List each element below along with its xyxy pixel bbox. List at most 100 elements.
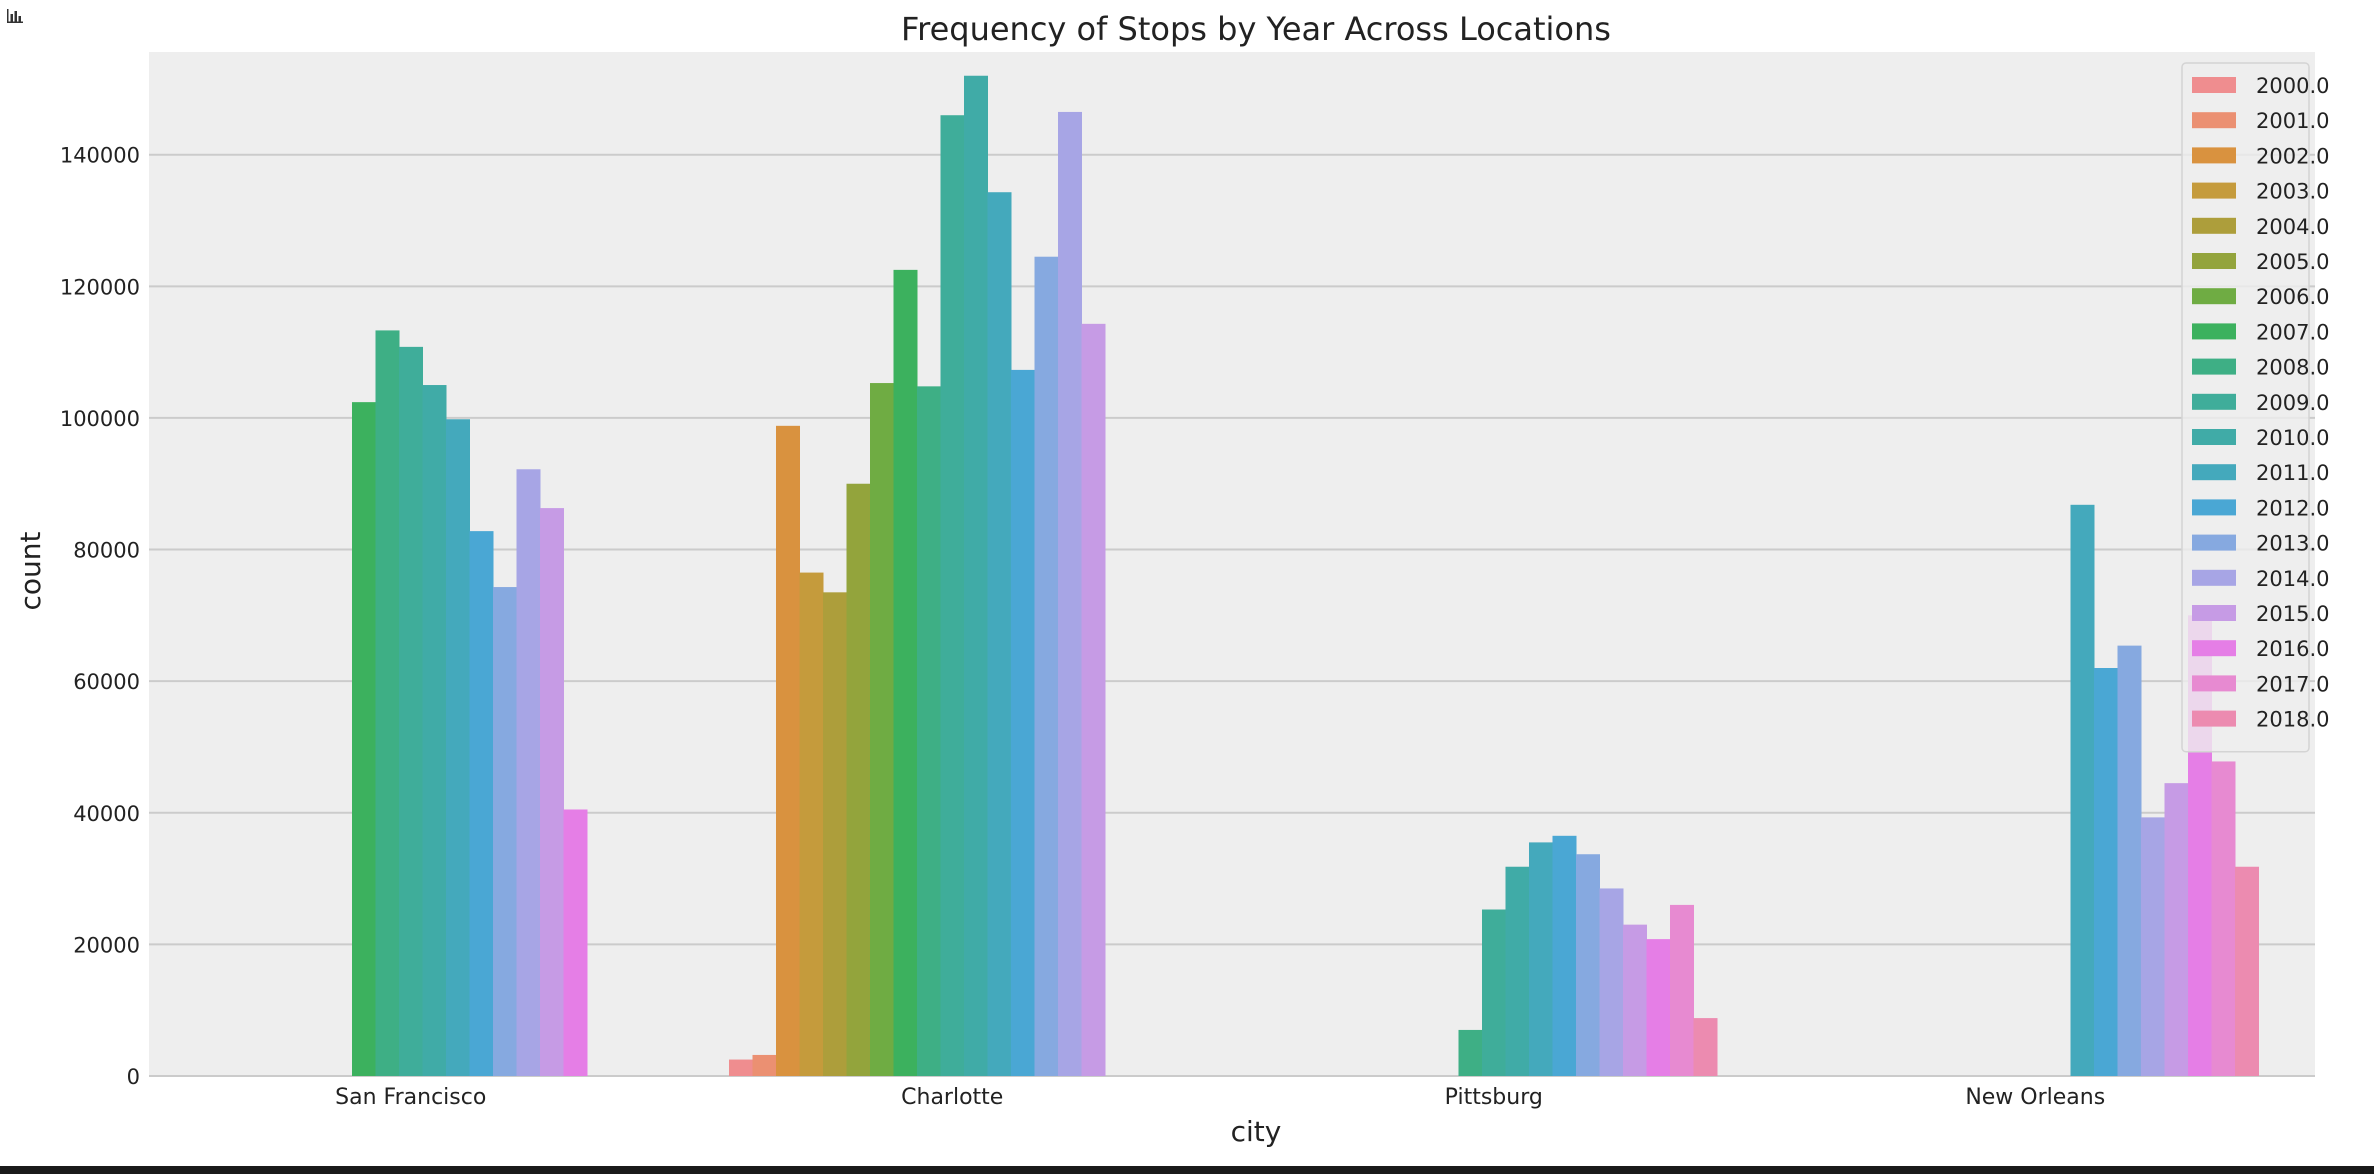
bar-2009.0-san-francisco bbox=[399, 346, 423, 1076]
legend-label: 2001.0 bbox=[2256, 109, 2329, 133]
legend-swatch bbox=[2192, 640, 2236, 657]
bar-2005.0-charlotte bbox=[846, 483, 871, 1076]
bar-2009.0-charlotte bbox=[940, 115, 965, 1076]
legend-swatch bbox=[2192, 112, 2236, 129]
legend-label: 2016.0 bbox=[2256, 637, 2329, 661]
x-tick-label: Charlotte bbox=[901, 1085, 1003, 1110]
y-tick-label: 20000 bbox=[73, 933, 140, 957]
y-tick-label: 80000 bbox=[73, 539, 140, 563]
legend-swatch bbox=[2192, 217, 2236, 234]
bars bbox=[352, 75, 2259, 1077]
legend-swatch bbox=[2192, 323, 2236, 340]
x-tick-label: San Francisco bbox=[335, 1085, 486, 1110]
y-tick-labels: 0 20000 40000 60000 80000 100000 120000 140000 bbox=[60, 144, 140, 1089]
legend-swatch bbox=[2192, 77, 2236, 93]
x-tick-label: New Orleans bbox=[1965, 1085, 2105, 1110]
bar-2018.0-new-orleans bbox=[2235, 866, 2259, 1076]
legend-swatch bbox=[2192, 569, 2236, 586]
legend-label: 2008.0 bbox=[2256, 356, 2329, 380]
legend: 2000.0 2001.0 2002.0 2003.0 2004.0 2005.0 2006… bbox=[2181, 62, 2329, 753]
legend-swatch bbox=[2192, 429, 2236, 445]
bar-2016.0-pittsburg bbox=[1646, 939, 1671, 1076]
y-tick-label: 120000 bbox=[60, 275, 140, 299]
y-tick-label: 60000 bbox=[73, 670, 140, 694]
bar-2017.0-new-orleans bbox=[2211, 761, 2236, 1076]
bar-2009.0-pittsburg bbox=[1482, 909, 1506, 1076]
legend-label: 2014.0 bbox=[2256, 567, 2329, 591]
bar-2016.0-san-francisco bbox=[563, 809, 588, 1076]
legend-label: 2012.0 bbox=[2256, 496, 2329, 520]
legend-label: 2011.0 bbox=[2256, 461, 2329, 485]
x-axis-label: city bbox=[1231, 1115, 1282, 1148]
legend-label: 2003.0 bbox=[2256, 180, 2329, 204]
legend-label: 2017.0 bbox=[2256, 672, 2329, 696]
legend-swatch bbox=[2192, 710, 2236, 727]
legend-swatch bbox=[2192, 464, 2236, 481]
legend-label: 2013.0 bbox=[2256, 532, 2329, 556]
bar-2010.0-pittsburg bbox=[1505, 866, 1530, 1076]
legend-swatch bbox=[2192, 393, 2236, 410]
bar-2013.0-new-orleans bbox=[2117, 645, 2142, 1076]
legend-swatch bbox=[2192, 288, 2236, 305]
bar-2006.0-charlotte bbox=[870, 383, 894, 1076]
bar-2008.0-san-francisco bbox=[375, 330, 400, 1076]
bar-2007.0-charlotte bbox=[893, 269, 918, 1076]
legend-label: 2006.0 bbox=[2256, 285, 2329, 309]
bottom-border bbox=[0, 1166, 2374, 1174]
y-tick-label: 140000 bbox=[60, 144, 140, 168]
bar-2010.0-san-francisco bbox=[422, 385, 447, 1077]
chart-title: Frequency of Stops by Year Across Locati… bbox=[901, 10, 1611, 48]
bar-2012.0-new-orleans bbox=[2094, 668, 2118, 1076]
bar-2001.0-charlotte bbox=[752, 1054, 777, 1076]
x-tick-labels: San Francisco Charlotte Pittsburg New Orlea… bbox=[335, 1085, 2105, 1110]
legend-swatch bbox=[2192, 534, 2236, 551]
bar-2015.0-pittsburg bbox=[1623, 924, 1647, 1076]
legend-swatch bbox=[2192, 147, 2236, 164]
y-tick-label: 0 bbox=[127, 1065, 140, 1089]
bar-2011.0-pittsburg bbox=[1529, 842, 1553, 1076]
bar-2012.0-charlotte bbox=[1011, 369, 1035, 1077]
bar-2002.0-charlotte bbox=[776, 425, 800, 1076]
legend-label: 2009.0 bbox=[2256, 391, 2329, 415]
bar-2015.0-new-orleans bbox=[2164, 783, 2189, 1076]
bar-2014.0-pittsburg bbox=[1599, 888, 1624, 1076]
bar-2013.0-san-francisco bbox=[493, 587, 517, 1076]
legend-label: 2010.0 bbox=[2256, 426, 2329, 450]
legend-swatch bbox=[2192, 605, 2236, 621]
y-axis-label: count bbox=[14, 531, 47, 610]
legend-label: 2007.0 bbox=[2256, 320, 2329, 344]
x-tick-label: Pittsburg bbox=[1445, 1085, 1543, 1110]
bar-2014.0-san-francisco bbox=[516, 469, 541, 1076]
legend-label: 2002.0 bbox=[2256, 144, 2329, 168]
bar-2011.0-san-francisco bbox=[446, 419, 470, 1077]
legend-swatch bbox=[2192, 182, 2236, 199]
legend-swatch bbox=[2192, 499, 2236, 516]
legend-label: 2015.0 bbox=[2256, 602, 2329, 626]
bar-2017.0-pittsburg bbox=[1670, 904, 1694, 1076]
legend-label: 2000.0 bbox=[2256, 74, 2329, 98]
bar-2014.0-new-orleans bbox=[2141, 817, 2165, 1076]
y-tick-label: 100000 bbox=[60, 407, 140, 431]
bar-2008.0-charlotte bbox=[917, 386, 941, 1076]
bar-chart-icon[interactable] bbox=[6, 8, 24, 28]
legend-swatch bbox=[2192, 675, 2236, 692]
bar-2008.0-pittsburg bbox=[1458, 1029, 1483, 1076]
bar-2014.0-charlotte bbox=[1058, 111, 1082, 1076]
y-tick-label: 40000 bbox=[73, 802, 140, 826]
bar-2015.0-san-francisco bbox=[540, 508, 564, 1076]
legend-label: 2018.0 bbox=[2256, 708, 2329, 732]
bar-2018.0-pittsburg bbox=[1693, 1018, 1718, 1076]
legend-label: 2005.0 bbox=[2256, 250, 2329, 274]
bar-2004.0-charlotte bbox=[823, 592, 847, 1076]
gridlines bbox=[149, 153, 2315, 1077]
bar-2011.0-charlotte bbox=[987, 192, 1012, 1076]
bar-2015.0-charlotte bbox=[1081, 323, 1106, 1076]
legend-label: 2004.0 bbox=[2256, 215, 2329, 239]
bar-2010.0-charlotte bbox=[964, 75, 988, 1076]
legend-swatch bbox=[2192, 358, 2236, 375]
bar-2003.0-charlotte bbox=[799, 572, 824, 1076]
bar-2000.0-charlotte bbox=[729, 1059, 753, 1076]
bar-2007.0-san-francisco bbox=[352, 402, 376, 1076]
bar-2013.0-pittsburg bbox=[1576, 854, 1600, 1076]
